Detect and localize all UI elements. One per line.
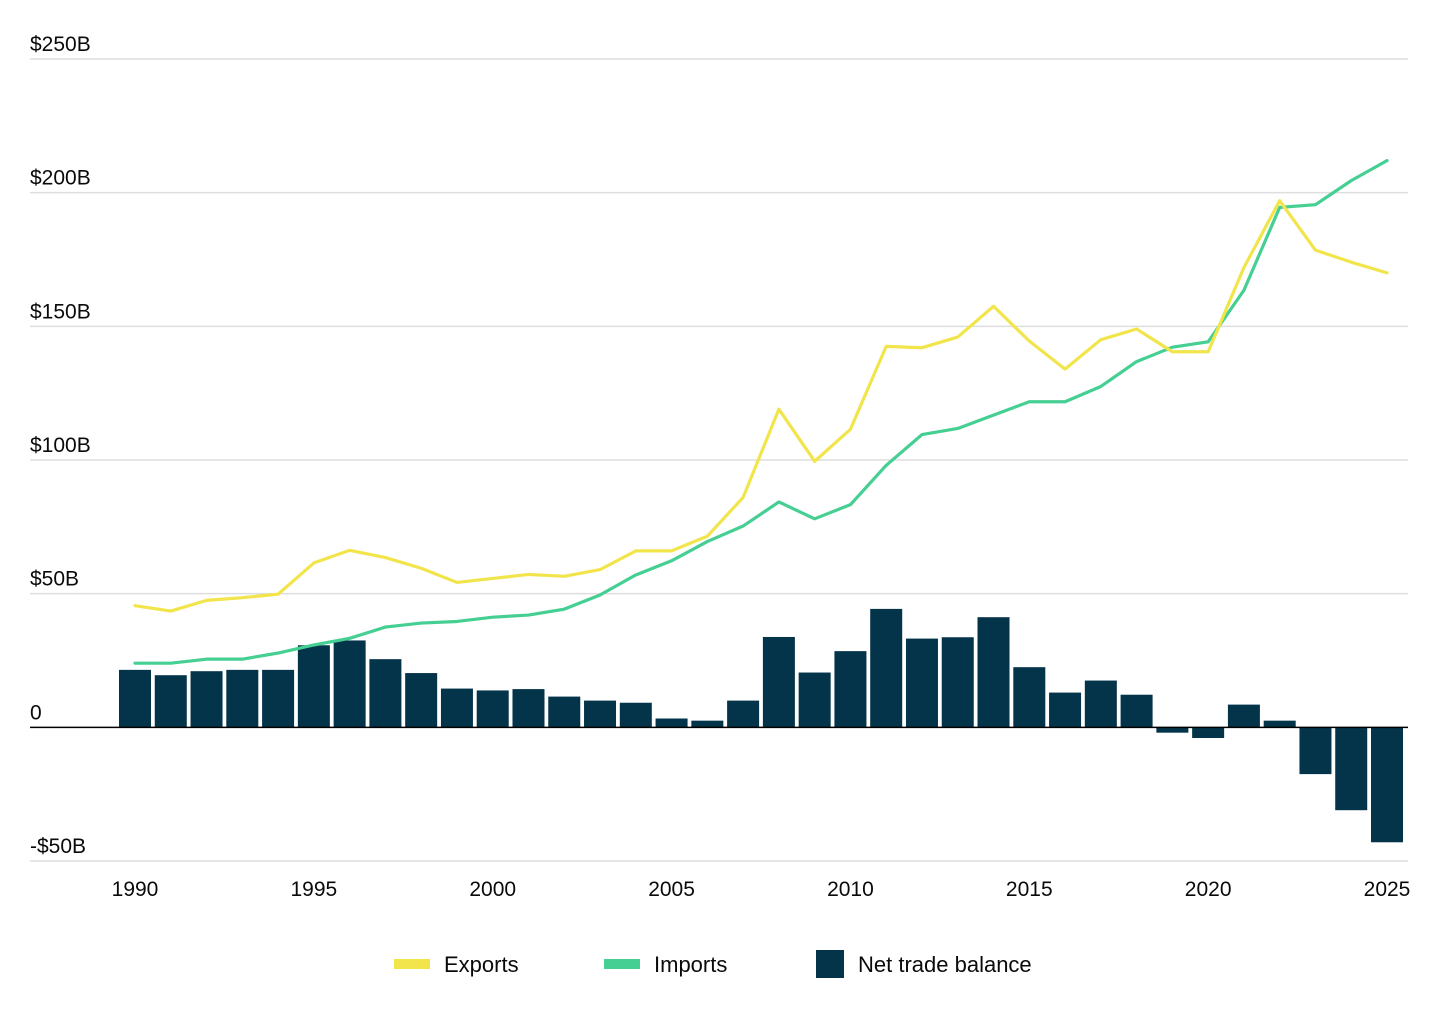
net-trade-bar-2009	[798, 672, 831, 728]
y-tick-label: $200B	[30, 167, 91, 190]
net-trade-bar-2023	[1299, 727, 1332, 775]
y-tick-label: 0	[30, 701, 42, 724]
net-trade-bar-1992	[190, 671, 223, 728]
legend-swatch-exports	[394, 959, 430, 969]
net-trade-bar-2003	[584, 700, 617, 728]
net-trade-bar-1996	[333, 640, 366, 728]
net-trade-bar-2006	[691, 720, 724, 728]
net-trade-bar-2024	[1335, 727, 1368, 811]
net-trade-bar-2015	[1013, 667, 1046, 728]
net-trade-bar-1999	[440, 688, 473, 728]
net-trade-bar-2005	[655, 718, 688, 728]
x-tick-label: 2010	[827, 878, 874, 901]
legend-swatch-net-trade-balance	[816, 950, 844, 978]
net-trade-bar-2012	[905, 638, 938, 728]
net-trade-bar-2007	[727, 700, 760, 728]
net-trade-bar-2010	[834, 651, 867, 728]
y-tick-label: $100B	[30, 434, 91, 457]
y-tick-label: $150B	[30, 300, 91, 323]
net-trade-bar-1993	[226, 669, 259, 728]
net-trade-bar-1995	[297, 645, 330, 728]
net-trade-bar-2018	[1120, 694, 1153, 728]
y-tick-label: $250B	[30, 33, 91, 56]
x-axis-ticks: 1990 1995 2000 2005 2010 2015 2020 2025	[112, 878, 1411, 901]
x-tick-label: 2020	[1185, 878, 1232, 901]
net-trade-bar-2022	[1263, 720, 1296, 728]
y-tick-label: $50B	[30, 568, 79, 591]
x-tick-label: 1990	[112, 878, 159, 901]
trade-lines	[133, 158, 1389, 665]
net-trade-bar-2011	[870, 608, 903, 728]
x-tick-label: 2025	[1364, 878, 1411, 901]
net-trade-bar-1990	[119, 669, 151, 728]
net-trade-bar-1994	[262, 669, 295, 728]
gridlines	[30, 58, 1408, 862]
legend-label: Exports	[444, 952, 519, 977]
net-trade-bar-2014	[977, 617, 1010, 728]
net-trade-bar-2001	[512, 689, 545, 728]
legend: Exports Imports Net trade balance	[394, 950, 1032, 978]
net-trade-bar-2013	[941, 637, 974, 728]
x-tick-label: 2000	[469, 878, 516, 901]
imports-line	[133, 158, 1389, 665]
legend-swatch-imports	[604, 959, 640, 969]
y-tick-label: -$50B	[30, 835, 86, 858]
net-trade-bar-2017	[1084, 680, 1117, 728]
legend-label: Imports	[654, 952, 727, 977]
net-trade-bar-2025	[1371, 727, 1403, 843]
net-trade-bar-1998	[405, 673, 438, 728]
y-axis-ticks: $250B $200B $150B $100B $50B 0 -$50B	[30, 33, 91, 858]
x-tick-label: 2015	[1006, 878, 1053, 901]
net-trade-bars	[119, 608, 1403, 843]
x-tick-label: 1995	[290, 878, 337, 901]
net-trade-bar-2008	[762, 636, 795, 728]
net-trade-bar-2000	[476, 690, 509, 728]
net-trade-bar-1997	[369, 659, 402, 728]
legend-label: Net trade balance	[858, 952, 1032, 977]
net-trade-bar-1991	[154, 675, 187, 728]
net-trade-bar-2020	[1192, 727, 1225, 739]
net-trade-bar-2021	[1227, 704, 1260, 728]
net-trade-bar-2019	[1156, 727, 1189, 733]
net-trade-bar-2002	[548, 696, 581, 728]
exports-line	[133, 199, 1389, 613]
net-trade-bar-2004	[619, 702, 652, 728]
x-tick-label: 2005	[648, 878, 695, 901]
net-trade-bar-2016	[1049, 692, 1082, 728]
